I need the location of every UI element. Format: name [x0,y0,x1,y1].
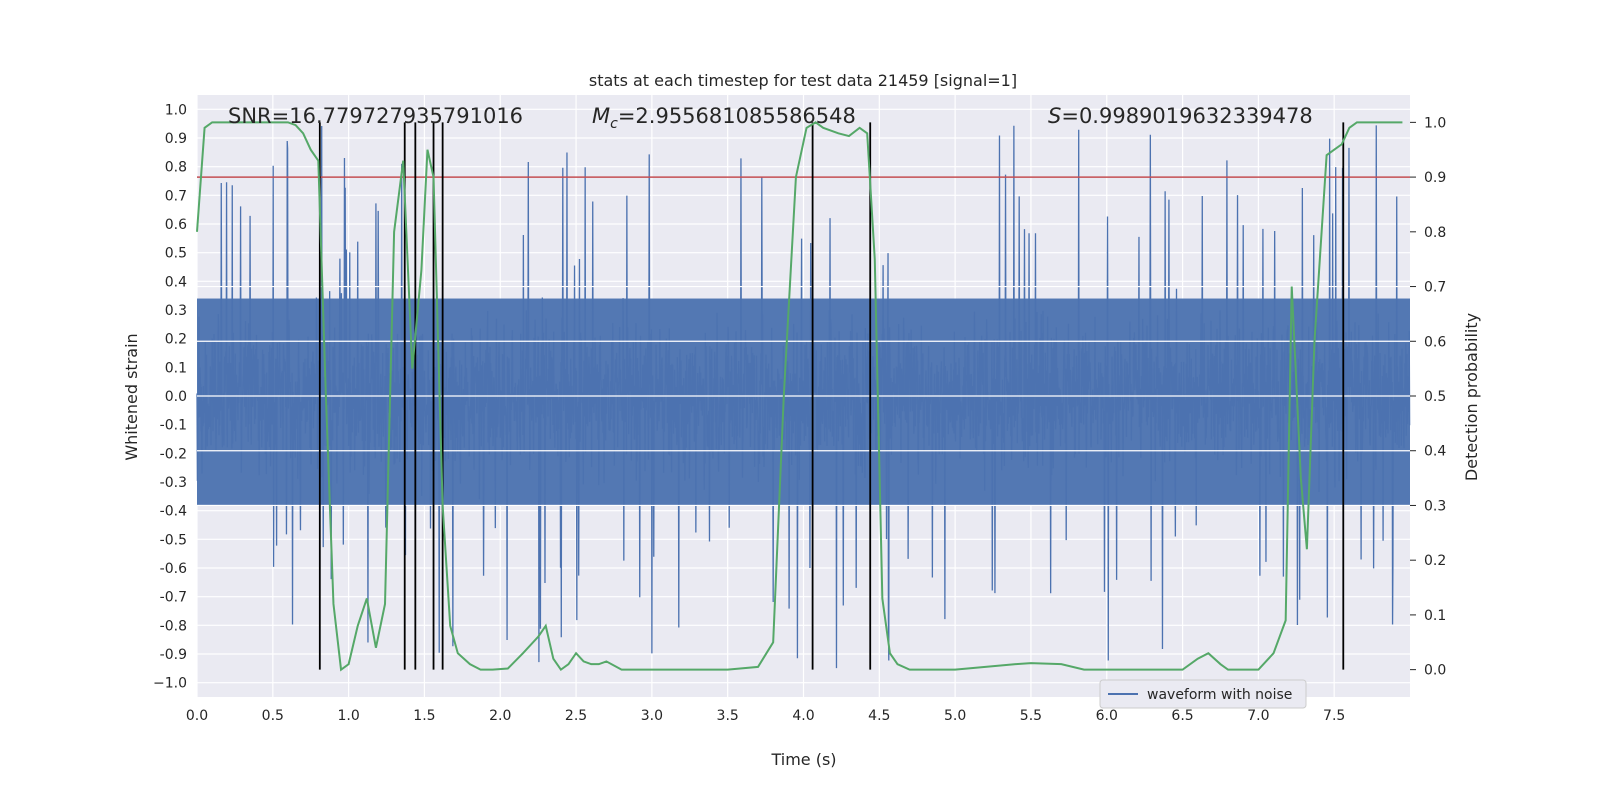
legend-label: waveform with noise [1147,687,1292,703]
mc-symbol: M [592,104,610,128]
left-tick-label: 0.4 [165,274,187,290]
detection-probability-line [196,121,1403,672]
left-tick-label: 0.3 [165,303,187,319]
x-tick-label: 6.5 [1171,708,1193,724]
left-tick-label: -0.5 [160,532,187,548]
x-tick-label: 5.5 [1020,708,1042,724]
left-tick-label: -0.9 [160,647,187,663]
right-tick-label: 0.3 [1424,498,1446,514]
left-tick-label: 0.7 [165,188,187,204]
x-tick-label: 7.5 [1323,708,1345,724]
x-tick-label: 5.0 [944,708,966,724]
chart-title: stats at each timestep for test data 214… [589,71,1017,90]
right-tick-label: 1.0 [1424,115,1446,131]
right-tick-label: 0.0 [1424,663,1446,679]
score-annotation: S=0.9989019632339478 [1048,104,1313,128]
x-tick-label: 2.0 [489,708,511,724]
right-axis-label: Detection probability [1462,313,1481,481]
left-tick-label: -0.6 [160,561,187,577]
right-tick-label: 0.2 [1424,553,1446,569]
left-tick-label: -0.3 [160,475,187,491]
right-axis-ticks: 1.0 0.9 0.8 0.7 0.6 0.5 0.4 0.3 0.2 0.1 0.0 [1410,115,1446,679]
left-axis-ticks: 1.0 0.9 0.8 0.7 0.6 0.5 0.4 0.3 0.2 0.1 0.0 -0.1 -0.… [153,102,187,691]
waveform-series [196,125,1411,669]
waveform-dense-band [197,298,1410,505]
right-tick-label: 0.8 [1424,225,1446,241]
right-tick-label: 0.5 [1424,389,1446,405]
left-tick-label: 0.8 [165,160,187,176]
left-tick-label: 0.6 [165,217,187,233]
x-tick-label: 7.0 [1247,708,1269,724]
x-tick-label: 3.0 [641,708,663,724]
probability-series-group [196,121,1403,672]
x-tick-label: 6.0 [1096,708,1118,724]
x-tick-label: 2.5 [565,708,587,724]
legend-box [1099,679,1307,709]
right-tick-label: 0.1 [1424,608,1446,624]
left-tick-label: 0.5 [165,246,187,262]
left-tick-label: -0.8 [160,618,187,634]
x-tick-label: 4.0 [792,708,814,724]
x-axis-label: Time (s) [770,750,836,769]
s-symbol: S [1048,104,1061,128]
left-tick-label: 1.0 [165,102,187,118]
right-tick-label: 0.4 [1424,444,1446,460]
chirp-mass-annotation: Mc=2.955681085586548 [592,104,856,132]
left-tick-label: -0.2 [160,446,187,462]
left-tick-label: -0.4 [160,504,187,520]
vertical-markers [318,122,1345,670]
left-tick-label: 0.1 [165,360,187,376]
x-tick-label: 0.5 [262,708,284,724]
x-tick-label: 0.0 [186,708,208,724]
x-tick-label: 1.0 [337,708,359,724]
mc-subscript: c [610,116,618,132]
right-tick-label: 0.6 [1424,334,1446,350]
left-tick-label: -0.7 [160,590,187,606]
x-tick-label: 4.5 [868,708,890,724]
right-tick-label: 0.7 [1424,280,1446,296]
left-tick-label: 0.9 [165,131,187,147]
s-value: =0.9989019632339478 [1061,104,1312,128]
left-tick-label: -0.1 [160,418,187,434]
x-tick-label: 3.5 [717,708,739,724]
right-tick-label: 0.9 [1424,170,1446,186]
left-tick-label: 0.2 [165,332,187,348]
legend: waveform with noise [1099,679,1307,709]
left-tick-label: 0.0 [165,389,187,405]
left-tick-label: −1.0 [153,676,187,692]
mc-value: =2.955681085586548 [618,104,856,128]
x-tick-label: 1.5 [413,708,435,724]
snr-annotation: SNR=16.779727935791016 [228,104,523,128]
x-axis-ticks: 0.0 0.5 1.0 1.5 2.0 2.5 3.0 3.5 4.0 4.5 5.0 5.5 6.0 6… [186,708,1345,724]
left-axis-label: Whitened strain [122,333,141,460]
